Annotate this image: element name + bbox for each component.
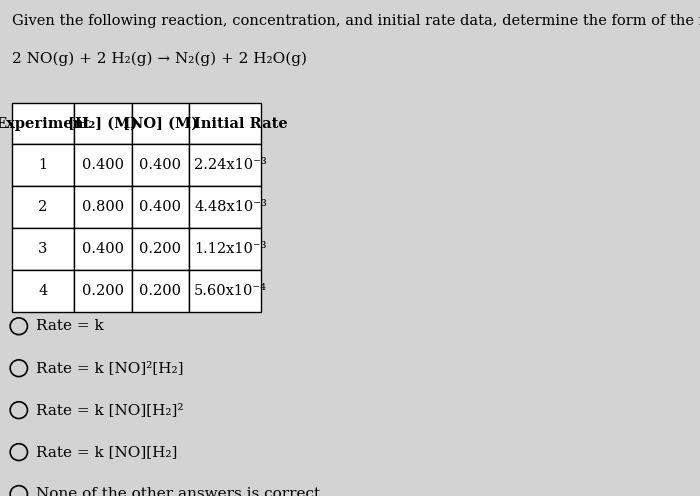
FancyBboxPatch shape	[74, 103, 132, 144]
FancyBboxPatch shape	[132, 186, 189, 228]
Text: Rate = k [NO]²[H₂]: Rate = k [NO]²[H₂]	[36, 361, 183, 375]
Text: 0.200: 0.200	[139, 284, 181, 298]
Text: 0.800: 0.800	[82, 200, 124, 214]
Text: 4.48x10⁻³: 4.48x10⁻³	[194, 200, 267, 214]
Text: Given the following reaction, concentration, and initial rate data, determine th: Given the following reaction, concentrat…	[12, 14, 700, 28]
FancyBboxPatch shape	[132, 270, 189, 312]
Text: 1: 1	[38, 158, 48, 173]
Text: 0.400: 0.400	[82, 158, 124, 173]
Text: 0.400: 0.400	[82, 243, 124, 256]
Text: 2 NO(g) + 2 H₂(g) → N₂(g) + 2 H₂O(g): 2 NO(g) + 2 H₂(g) → N₂(g) + 2 H₂O(g)	[12, 51, 307, 65]
Text: 3: 3	[38, 243, 48, 256]
Text: 0.200: 0.200	[139, 243, 181, 256]
FancyBboxPatch shape	[12, 228, 74, 270]
Text: 2.24x10⁻³: 2.24x10⁻³	[194, 158, 267, 173]
Text: None of the other answers is correct: None of the other answers is correct	[36, 487, 320, 496]
Text: 0.400: 0.400	[139, 158, 181, 173]
Text: Rate = k: Rate = k	[36, 319, 104, 333]
Text: 2: 2	[38, 200, 48, 214]
FancyBboxPatch shape	[74, 270, 132, 312]
FancyBboxPatch shape	[189, 270, 261, 312]
Text: 0.400: 0.400	[139, 200, 181, 214]
FancyBboxPatch shape	[12, 103, 74, 144]
Text: 0.200: 0.200	[82, 284, 124, 298]
Text: [H₂] (M): [H₂] (M)	[68, 117, 137, 130]
FancyBboxPatch shape	[12, 144, 74, 186]
Text: Rate = k [NO][H₂]²: Rate = k [NO][H₂]²	[36, 403, 183, 417]
Text: 1.12x10⁻³: 1.12x10⁻³	[194, 243, 267, 256]
FancyBboxPatch shape	[12, 186, 74, 228]
Text: 5.60x10⁻⁴: 5.60x10⁻⁴	[194, 284, 267, 298]
FancyBboxPatch shape	[12, 270, 74, 312]
Text: Initial Rate: Initial Rate	[194, 117, 288, 130]
FancyBboxPatch shape	[132, 103, 189, 144]
FancyBboxPatch shape	[189, 186, 261, 228]
FancyBboxPatch shape	[189, 144, 261, 186]
Text: Rate = k [NO][H₂]: Rate = k [NO][H₂]	[36, 445, 177, 459]
FancyBboxPatch shape	[74, 186, 132, 228]
FancyBboxPatch shape	[74, 144, 132, 186]
Text: 4: 4	[38, 284, 48, 298]
FancyBboxPatch shape	[74, 228, 132, 270]
FancyBboxPatch shape	[132, 228, 189, 270]
FancyBboxPatch shape	[132, 144, 189, 186]
Text: [NO] (M): [NO] (M)	[123, 117, 198, 130]
Text: Experiment: Experiment	[0, 117, 90, 130]
FancyBboxPatch shape	[189, 103, 261, 144]
FancyBboxPatch shape	[189, 228, 261, 270]
